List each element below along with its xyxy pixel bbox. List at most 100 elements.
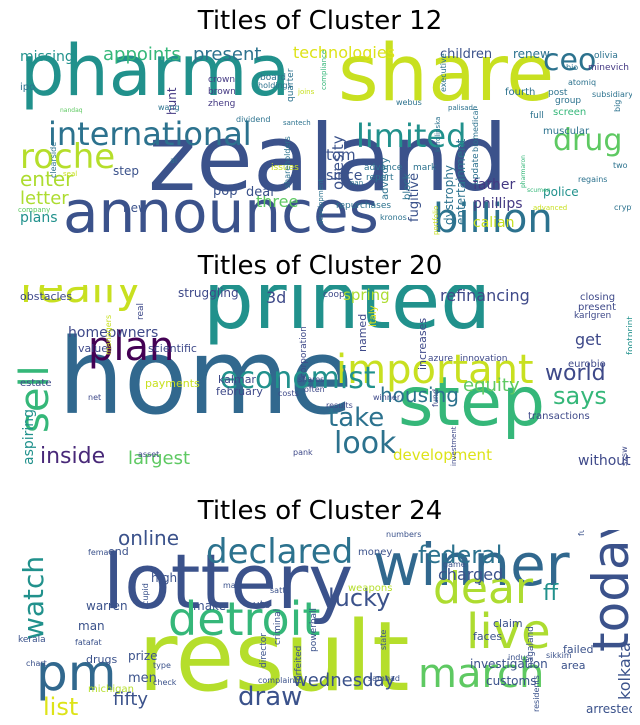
cloud-word: fifty — [113, 689, 148, 710]
cloud-word: plans — [20, 210, 58, 226]
cloud-word: net — [88, 393, 101, 402]
cloud-word: entertainment — [454, 138, 468, 225]
cloud-word: karlgren — [574, 311, 611, 321]
cloud-word: matka — [223, 581, 248, 590]
cloud-word: value — [78, 342, 108, 355]
cloud-word: fatafat — [75, 638, 102, 647]
cloud-word: technologies — [293, 43, 395, 62]
cloud-word: march — [418, 651, 544, 697]
cloud-word: drugs — [86, 653, 117, 666]
cloud-word: watch — [17, 556, 50, 640]
cloud-word: portfolio — [432, 206, 440, 235]
cloud-word: numbers — [386, 530, 421, 539]
cloud-word: ai — [170, 156, 177, 165]
cloud-word: kolkata — [615, 642, 632, 700]
cloud-word: complaint — [258, 676, 298, 685]
cloud-word: ceo — [543, 43, 596, 78]
cloud-word: hunt — [165, 87, 179, 115]
cloud-word: plan — [88, 324, 174, 370]
cloud-word: equity — [463, 375, 520, 396]
cloud-word: issues — [271, 163, 299, 173]
panel-cluster-12: Titles of Cluster 12 zealand share pharma a… — [0, 0, 640, 240]
cloud-word: dividend — [236, 115, 270, 124]
cloud-word: kerala — [18, 635, 46, 645]
cloud-word: drug — [553, 123, 622, 158]
cloud-word: azure — [428, 354, 453, 364]
cloud-word: corporation — [299, 326, 309, 378]
cloud-word: block — [402, 173, 413, 200]
cloud-word: customs — [486, 674, 536, 688]
cloud-word: scientific — [148, 342, 197, 355]
cloud-word: home — [58, 316, 353, 438]
cloud-word: calian — [473, 215, 515, 231]
cloud-word: estate — [20, 378, 51, 389]
cloud-word: police — [543, 185, 579, 199]
cloud-word: three — [256, 192, 298, 211]
cloud-word: appoints — [103, 44, 181, 65]
cloud-word: federal — [418, 541, 502, 569]
cloud-word: fund — [431, 389, 440, 407]
cloud-word: dystrophy — [442, 165, 456, 225]
cloud-word: criminal — [273, 609, 283, 645]
cloud-word: minevich — [588, 63, 629, 73]
cloud-word: enter — [20, 167, 74, 191]
cloud-word: sell — [12, 365, 58, 433]
cloud-word: share — [338, 40, 554, 119]
cloud-word: michigan — [88, 684, 134, 695]
cloud-word: sikkim — [546, 651, 572, 660]
cloud-word: arrested — [586, 702, 632, 716]
cloud-word: nandaq — [60, 107, 83, 114]
cloud-word: draw — [238, 682, 302, 712]
panel-cluster-20: Titles of Cluster 20 home printed step impo… — [0, 245, 640, 485]
cloud-word: lucky — [328, 584, 390, 612]
cloud-word: development — [317, 179, 325, 225]
cloud-word: area — [561, 659, 586, 672]
cloud-word: 3d — [266, 288, 286, 307]
cloud-word: mark — [413, 163, 437, 173]
cloud-word: kronos — [380, 213, 407, 222]
cloud-word: inside — [40, 444, 105, 469]
cloud-word: development — [393, 446, 492, 464]
cloud-word: warren — [86, 599, 128, 613]
cloud-word: world — [545, 361, 606, 386]
cloud-word: step — [398, 363, 545, 442]
cloud-word: full — [530, 111, 544, 121]
cloud-word: refinancing — [440, 286, 530, 305]
cloud-word: crown — [208, 75, 235, 85]
cloud-word: winner — [373, 393, 401, 402]
cloud-word: international — [48, 115, 252, 153]
cloud-word: ipo — [20, 82, 35, 93]
cloud-word: kalmar — [218, 373, 256, 386]
cloud-word: game — [443, 560, 466, 569]
cloud-word: quarter — [286, 68, 296, 102]
cloud-word: men — [128, 671, 157, 686]
cloud-word: repurchases — [336, 201, 391, 211]
cloud-word: state — [379, 630, 388, 650]
cloud-word: regains — [578, 175, 607, 184]
cloud-word: limited — [356, 117, 466, 155]
cloud-word: nagaland — [526, 626, 536, 668]
cloud-word: billion — [433, 196, 553, 236]
cloud-word: children — [440, 47, 492, 62]
cloud-word: two — [613, 161, 628, 170]
cloud-word: zheng — [208, 99, 235, 109]
cloud-word: ff — [543, 581, 559, 606]
cloud-word: check — [153, 678, 177, 687]
cloud-word: holdings — [258, 81, 292, 90]
cloud-word: housing — [380, 383, 459, 407]
cloud-word: pank — [293, 448, 313, 457]
cloud-word: board — [260, 73, 286, 83]
cloud-word: claim — [493, 617, 523, 630]
cloud-word: step — [113, 164, 139, 178]
cloud-word: palisade — [448, 104, 477, 112]
cloud-word: missing — [20, 49, 74, 65]
cloud-word: struggling — [178, 286, 239, 300]
cloud-word: update — [471, 153, 481, 185]
cloud-word: compliance — [320, 50, 328, 90]
cloud-word: wang — [158, 103, 180, 112]
cloud-word: asset — [138, 450, 159, 459]
cloud-word: executive — [439, 53, 448, 92]
panel-title: Titles of Cluster 20 — [197, 251, 443, 281]
